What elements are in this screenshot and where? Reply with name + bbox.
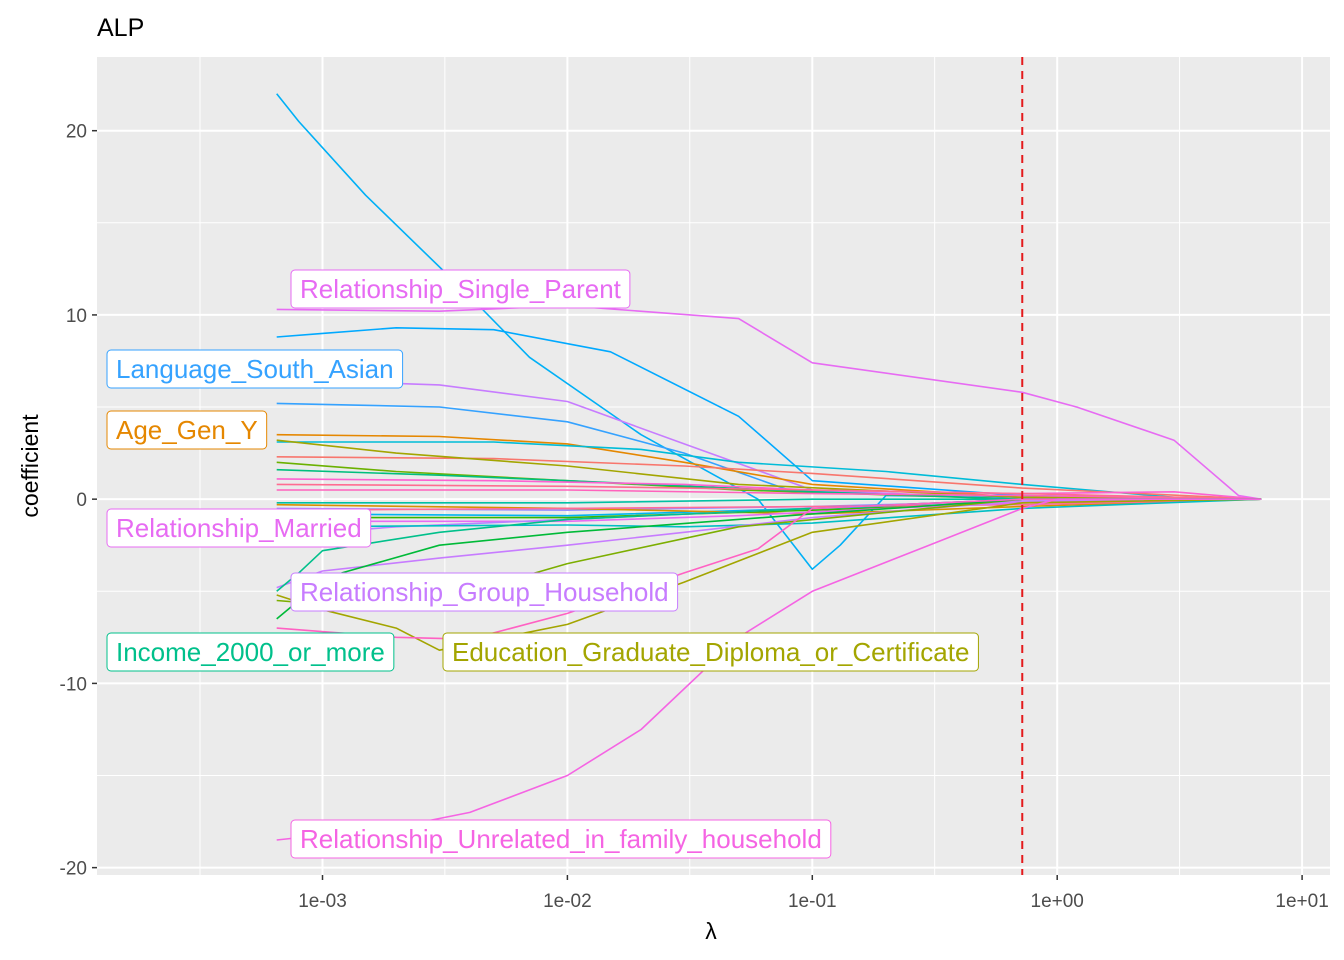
- grid-major: [97, 57, 1330, 875]
- y-tick-label: -10: [60, 674, 87, 695]
- x-tick-label: 1e-02: [543, 891, 592, 912]
- y-axis-ticks: -20 -10 0 10 20: [60, 122, 97, 880]
- series-label-box: [290, 572, 679, 612]
- series-label-29: Relationship_Unrelated_in_family_househo…: [290, 819, 832, 859]
- series-line-6: [276, 441, 1262, 500]
- series-line-8: [276, 439, 1262, 500]
- series-label-box: [442, 632, 979, 672]
- series-label-box: [106, 508, 372, 548]
- series-label-5: Age_Gen_Y: [106, 410, 268, 450]
- series-label-1: Relationship_Single_Parent: [290, 269, 631, 309]
- series-line-28: [276, 498, 1262, 640]
- x-tick-label: 1e+01: [1275, 891, 1328, 912]
- series-label-text: Relationship_Group_Household: [300, 577, 669, 607]
- series-label-3: Language_South_Asian: [106, 349, 404, 389]
- series-label-box: [290, 269, 631, 309]
- y-tick-label: 20: [66, 122, 87, 143]
- series-label-20: Relationship_Married: [106, 508, 372, 548]
- y-tick-label: 0: [76, 490, 87, 511]
- series-label-23: Relationship_Group_Household: [290, 572, 679, 612]
- y-axis-title: coefficient: [17, 414, 43, 518]
- series-line-19: [276, 498, 1262, 511]
- series-label-text: Relationship_Single_Parent: [300, 274, 622, 304]
- series-label-24: Income_2000_or_more: [106, 632, 395, 672]
- series-label-text: Age_Gen_Y: [116, 415, 258, 445]
- series-line-23: [276, 498, 1262, 589]
- series-lines: [276, 93, 1262, 841]
- plot-title: ALP: [97, 14, 144, 42]
- series-labels: Relationship_Single_Parent Language_South…: [106, 269, 979, 859]
- series-line-2: [276, 327, 1262, 500]
- x-axis-ticks: 1e-03 1e-02 1e-01 1e+00 1e+01: [298, 875, 1329, 912]
- series-label-box: [106, 632, 395, 672]
- x-tick-label: 1e-01: [788, 891, 837, 912]
- series-label-25: Education_Graduate_Diploma_or_Certificat…: [442, 632, 979, 672]
- x-axis-title: λ: [705, 918, 717, 944]
- series-label-text: Relationship_Unrelated_in_family_househo…: [300, 824, 822, 854]
- series-label-box: [106, 349, 404, 389]
- series-line-12: [276, 489, 1262, 500]
- x-tick-label: 1e+00: [1031, 891, 1084, 912]
- series-line-13: [276, 483, 1262, 500]
- series-label-box: [290, 819, 832, 859]
- series-label-box: [106, 410, 268, 450]
- y-tick-label: 10: [66, 306, 87, 327]
- plot-background: [97, 57, 1330, 875]
- y-tick-label: -20: [60, 859, 87, 880]
- series-label-text: Relationship_Married: [116, 513, 362, 543]
- series-label-text: Income_2000_or_more: [116, 637, 385, 667]
- series-label-text: Education_Graduate_Diploma_or_Certificat…: [452, 637, 969, 667]
- x-tick-label: 1e-03: [298, 891, 347, 912]
- series-line-25: [276, 498, 1262, 651]
- series-label-text: Language_South_Asian: [116, 354, 394, 384]
